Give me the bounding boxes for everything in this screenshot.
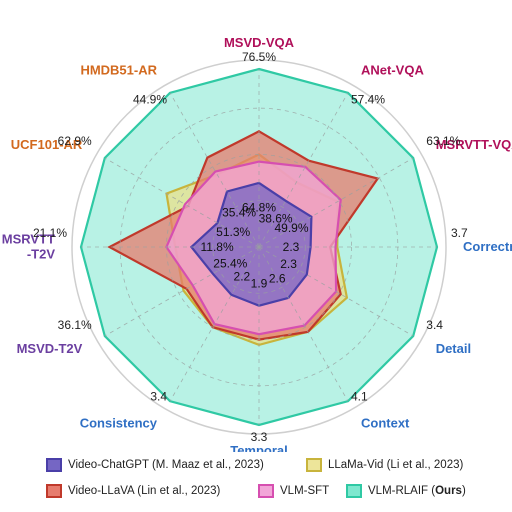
axis-top-value-msvd-vqa: 76.5%: [242, 50, 276, 64]
legend-label-vlm-rlaif-bold: Ours: [435, 485, 462, 497]
inner-label-msvd-t2v: 25.4%: [213, 257, 247, 271]
axis-name-temporal: Temporal: [230, 443, 288, 452]
axis-top-value-ucf101-ar: 62.9%: [58, 134, 92, 148]
legend-item-video-chatgpt: Video-ChatGPT (M. Maaz et al., 2023): [46, 458, 264, 472]
axis-name-msrvtt-t2v: MSRVTT -T2V: [2, 232, 56, 262]
axis-name-anet-vqa: ANet-VQA: [361, 62, 424, 77]
legend-swatch-vlm-rlaif: [346, 484, 362, 498]
legend-swatch-video-chatgpt: [46, 458, 62, 472]
legend-label-llama-vid: LLaMa-Vid (Li et al., 2023): [328, 459, 464, 471]
axis-name-ucf101-ar: UCF101-AR: [11, 137, 83, 152]
grid-spoke-3: [258, 157, 414, 248]
legend-swatch-video-llava: [46, 484, 62, 498]
axis-top-value-temporal: 3.3: [251, 430, 268, 444]
legend-item-video-llava: Video-LLaVA (Lin et al., 2023): [46, 484, 220, 498]
chart-legend: Video-ChatGPT (M. Maaz et al., 2023) LLa…: [0, 452, 512, 512]
inner-label-correctness: 2.3: [283, 240, 300, 254]
inner-label-ucf101-ar: 51.3%: [216, 225, 250, 239]
inner-label-temporal: 1.9: [251, 276, 268, 290]
axis-name-correctness: Correctness: [463, 239, 512, 254]
legend-item-vlm-rlaif: VLM-RLAIF (Ours): [346, 484, 466, 498]
axis-top-value-anet-vqa: 57.4%: [351, 93, 385, 107]
grid-spoke-8: [169, 246, 260, 402]
inner-label-detail: 2.3: [280, 257, 297, 271]
axis-name-consistency: Consistency: [80, 416, 158, 431]
inner-label-anet-vqa: 38.6%: [259, 211, 293, 225]
axis-top-value-detail: 3.4: [426, 318, 443, 332]
outer-circle: [71, 59, 447, 435]
legend-label-vlm-rlaif-suffix: ): [461, 485, 466, 497]
grid-spoke-11: [104, 157, 260, 248]
grid-ring-2: [166, 154, 352, 340]
inner-label-consistency: 2.2: [234, 270, 251, 284]
axis-name-context: Context: [361, 416, 410, 431]
axis-top-value-context: 4.1: [351, 389, 368, 403]
grid-ring-1: [212, 200, 306, 294]
axis-name-msvd-t2v: MSVD-T2V: [17, 341, 83, 356]
axis-top-value-msvd-t2v: 36.1%: [58, 318, 92, 332]
grid-spoke-9: [104, 246, 260, 337]
legend-label-vlm-rlaif-prefix: VLM-RLAIF (: [368, 485, 436, 497]
grid-spoke-12: [169, 92, 260, 248]
axis-top-value-msrvtt-vqa: 63.1%: [426, 134, 460, 148]
inner-label-msvd-vqa: 64.8%: [242, 200, 276, 214]
grid-spoke-5: [258, 246, 414, 337]
axis-top-value-hmdb51-ar: 44.9%: [133, 93, 167, 107]
axis-name-hmdb51-ar: HMDB51-AR: [80, 62, 157, 77]
inner-label-msrvtt-t2v: 11.8%: [201, 240, 234, 254]
axis-top-value-consistency: 3.4: [150, 389, 167, 403]
legend-swatch-vlm-sft: [258, 484, 274, 498]
inner-label-hmdb51-ar: 35.4%: [222, 206, 256, 220]
legend-swatch-llama-vid: [306, 458, 322, 472]
legend-label-video-llava: Video-LLaVA (Lin et al., 2023): [68, 485, 221, 497]
axis-top-value-correctness: 3.7: [451, 226, 468, 240]
grid-spoke-2: [258, 92, 349, 248]
legend-item-llama-vid: LLaMa-Vid (Li et al., 2023): [306, 458, 463, 472]
legend-label-vlm-sft: VLM-SFT: [280, 485, 330, 497]
inner-label-msrvtt-vqa: 49.9%: [274, 221, 308, 235]
axis-name-detail: Detail: [436, 341, 471, 356]
inner-label-context: 2.6: [269, 272, 286, 286]
axis-name-msrvtt-vqa: MSRVTT-VQA: [436, 137, 512, 152]
axis-top-value-msrvtt-t2v: 21.1%: [33, 226, 67, 240]
legend-label-video-chatgpt: Video-ChatGPT (M. Maaz et al., 2023): [68, 459, 264, 471]
legend-item-vlm-sft: VLM-SFT: [258, 484, 329, 498]
grid-spoke-6: [258, 246, 349, 402]
axis-name-msvd-vqa: MSVD-VQA: [224, 35, 295, 50]
